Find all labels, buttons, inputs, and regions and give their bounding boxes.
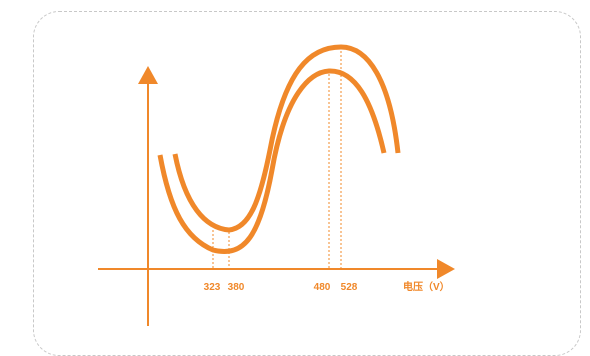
tick-label-480: 480 [314,282,331,293]
outer-curve [172,44,401,233]
x-axis-arrowhead [437,259,455,279]
tick-label-380: 380 [228,282,245,293]
voltage-curve-diagram: 323 380 480 528 电压（V） [98,44,455,326]
x-axis-label: 电压（V） [403,280,450,293]
tick-label-323: 323 [204,282,221,293]
tick-label-528: 528 [341,282,358,293]
y-axis-arrowhead [138,66,158,84]
diagram-card [33,11,581,356]
inner-curve [157,68,387,254]
